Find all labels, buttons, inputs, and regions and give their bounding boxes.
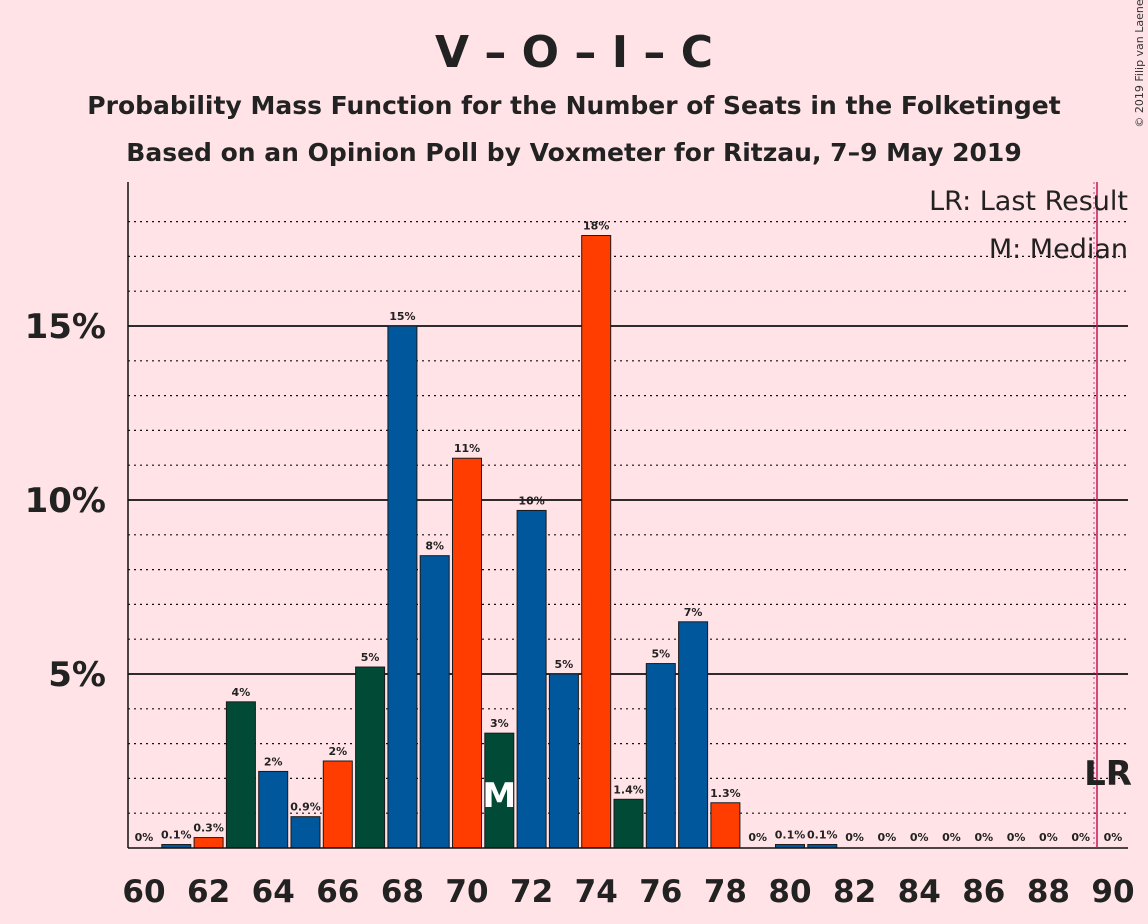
x-tick-label: 82 — [833, 874, 876, 910]
bar-seat-74 — [581, 235, 612, 849]
data-label-seat-87: 0% — [1007, 831, 1026, 844]
bar-seat-67 — [355, 666, 386, 849]
x-tick-label: 66 — [316, 874, 359, 910]
bar-seat-66 — [322, 760, 353, 849]
data-label-seat-85: 0% — [942, 831, 961, 844]
data-label-seat-75: 1.4% — [613, 783, 644, 796]
x-tick-label: 74 — [575, 874, 618, 910]
y-tick-label: 10% — [25, 481, 106, 521]
x-tick-label: 72 — [510, 874, 553, 910]
legend-median: M: Median — [989, 234, 1128, 265]
data-label-seat-88: 0% — [1039, 831, 1058, 844]
data-label-seat-64: 2% — [264, 755, 283, 768]
data-label-seat-68: 15% — [389, 310, 415, 323]
axes: 5% 10% 15% 60 62 64 66 68 70 72 74 76 78 80 82 84 86 88 90… — [25, 182, 1135, 910]
bar-seat-76 — [645, 663, 676, 849]
x-tick-label: 86 — [962, 874, 1005, 910]
data-label-seat-61: 0.1% — [161, 829, 192, 842]
x-tick-label: 70 — [445, 874, 488, 910]
data-label-seat-81: 0.1% — [807, 829, 838, 842]
data-label-seat-70: 11% — [454, 442, 480, 455]
data-label-seat-60: 0% — [135, 831, 154, 844]
bar-seat-70 — [452, 457, 482, 849]
bar-seat-65 — [290, 816, 321, 849]
chart-subtitle: Probability Mass Function for the Number… — [87, 91, 1060, 120]
x-tick-label: 90 — [1091, 874, 1134, 910]
data-label-seat-67: 5% — [361, 651, 380, 664]
x-tick-label: 88 — [1027, 874, 1070, 910]
data-label-seat-63: 4% — [232, 686, 251, 699]
data-label-seat-74: 18% — [583, 220, 609, 233]
x-tick-label: 60 — [122, 874, 165, 910]
data-label-seat-80: 0.1% — [775, 829, 806, 842]
x-tick-label: 76 — [639, 874, 682, 910]
data-labels: 0% 0.1%0.3%4%2%0.9%2%5%15%8%11%3%10%5%18%… — [135, 220, 1123, 844]
data-label-seat-77: 7% — [684, 606, 703, 619]
y-tick-label: 5% — [48, 655, 106, 695]
bar-seat-63 — [225, 701, 256, 849]
data-label-seat-66: 2% — [328, 745, 347, 758]
data-label-seat-86: 0% — [974, 831, 993, 844]
x-tick-label: 78 — [704, 874, 747, 910]
x-tick-label: 80 — [768, 874, 811, 910]
data-label-seat-65: 0.9% — [290, 801, 321, 814]
data-label-seat-84: 0% — [910, 831, 929, 844]
data-label-seat-89: 0% — [1071, 831, 1090, 844]
grid-lines — [128, 221, 1128, 814]
legend-last-result: LR: Last Result — [929, 186, 1128, 217]
y-tick-label: 15% — [25, 307, 106, 347]
x-tick-label: 62 — [187, 874, 230, 910]
copyright-note: © 2019 Filip van Laenen — [1133, 0, 1146, 128]
median-marker: M — [482, 776, 516, 816]
bar-seat-73 — [548, 673, 579, 849]
data-label-seat-69: 8% — [425, 540, 444, 553]
data-label-seat-90: 0% — [1104, 831, 1123, 844]
last-result-marker: LR — [1084, 754, 1132, 794]
data-label-seat-82: 0% — [845, 831, 864, 844]
bar-seat-72 — [516, 509, 547, 849]
data-label-seat-62: 0.3% — [193, 822, 224, 835]
data-label-seat-72: 10% — [518, 494, 544, 507]
bar-seat-64 — [258, 770, 289, 849]
bar-seat-75 — [613, 798, 644, 849]
x-tick-label: 64 — [252, 874, 295, 910]
chart-title: V – O – I – C — [435, 27, 713, 78]
data-label-seat-71: 3% — [490, 717, 509, 730]
data-label-seat-78: 1.3% — [710, 787, 741, 800]
x-tick-label: 84 — [898, 874, 941, 910]
data-label-seat-76: 5% — [651, 648, 670, 661]
bar-seat-77 — [678, 621, 709, 849]
data-label-seat-73: 5% — [555, 658, 574, 671]
x-tick-label: 68 — [381, 874, 424, 910]
bar-seat-71 — [484, 732, 515, 849]
data-label-seat-79: 0% — [748, 831, 767, 844]
chart-subtitle-poll: Based on an Opinion Poll by Voxmeter for… — [126, 138, 1021, 167]
bar-seat-69 — [419, 555, 450, 849]
bar-seat-68 — [387, 325, 418, 849]
bar-seat-62 — [193, 837, 224, 849]
bar-seat-78 — [710, 802, 741, 849]
bars — [161, 235, 838, 849]
data-label-seat-83: 0% — [878, 831, 897, 844]
